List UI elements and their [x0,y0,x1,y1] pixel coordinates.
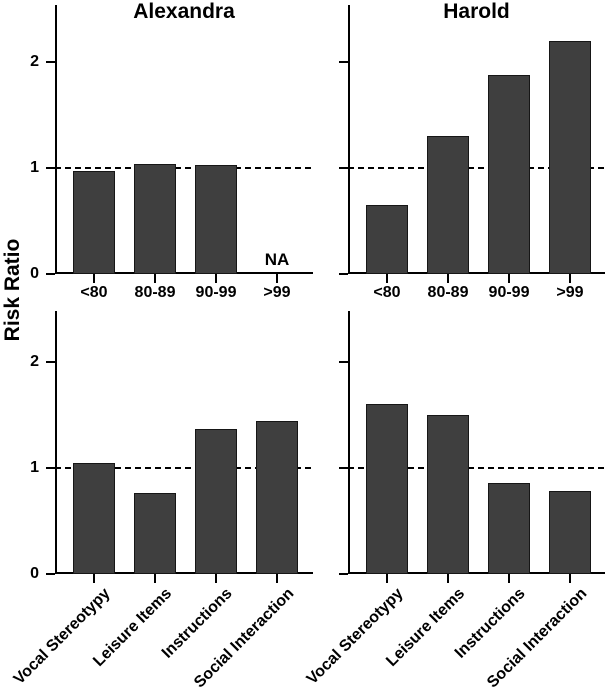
x-tick [508,574,510,583]
bar-harold-bottom-4 [549,491,591,574]
bar-alexandra-bottom-3 [195,429,237,574]
x-tick [569,274,571,283]
y-tick [46,573,55,575]
plot-area-harold-top [348,5,605,274]
bar-alexandra-bottom-1 [73,463,115,574]
bar-harold-top-1 [366,205,408,274]
y-tick [46,61,55,63]
panel-title-harold-top: Harold [443,0,510,23]
y-tick-label: 2 [30,353,39,370]
y-tick [339,61,348,63]
x-tick-label: Vocal Stereotypy [304,585,408,688]
bar-harold-bottom-2 [427,415,469,574]
y-tick [339,467,348,469]
y-tick-label: 0 [30,265,39,282]
y-tick-label: 2 [30,53,39,70]
x-tick [215,574,217,583]
x-tick-label: >99 [556,284,584,301]
y-tick [46,273,55,275]
y-tick-label: 1 [30,159,39,176]
plot-area-alexandra-top [55,5,313,274]
x-tick [386,274,388,283]
y-axis-label: Risk Ratio [1,238,24,342]
bar-alexandra-top-2 [134,164,176,274]
reference-line [348,167,605,169]
x-tick-label: Vocal Stereotypy [11,585,115,688]
x-tick [154,274,156,283]
y-tick-label: 1 [30,459,39,476]
panel-title-alexandra-top: Alexandra [133,0,235,23]
x-tick [386,574,388,583]
x-tick [215,274,217,283]
y-tick [339,273,348,275]
y-tick-label: 0 [30,565,39,582]
plot-area-harold-bottom [348,311,605,574]
x-tick-label: 80-89 [134,284,176,301]
reference-line [55,467,313,469]
x-tick [447,274,449,283]
bar-alexandra-bottom-4 [256,421,298,574]
reference-line [348,467,605,469]
x-tick [93,274,95,283]
x-tick-label: >99 [263,284,291,301]
plot-area-alexandra-bottom [55,311,313,574]
bar-harold-top-4 [549,41,591,274]
bar-alexandra-bottom-2 [134,493,176,574]
x-tick-label: 80-89 [427,284,469,301]
x-tick [508,274,510,283]
bar-harold-top-3 [488,75,530,274]
x-tick [276,274,278,283]
y-tick [339,573,348,575]
bar-harold-bottom-3 [488,483,530,574]
bar-harold-bottom-1 [366,404,408,574]
y-tick [339,361,348,363]
y-tick [46,467,55,469]
x-tick [154,574,156,583]
x-tick [447,574,449,583]
x-tick-label: <80 [373,284,401,301]
bar-harold-top-2 [427,136,469,274]
na-label: NA [264,250,290,269]
x-tick-label: <80 [80,284,108,301]
y-tick [46,167,55,169]
x-tick [569,574,571,583]
x-tick [276,574,278,583]
y-tick [339,167,348,169]
bar-alexandra-top-1 [73,171,115,274]
x-tick-label: 90-99 [195,284,237,301]
x-tick [93,574,95,583]
y-tick [46,361,55,363]
reference-line [55,167,313,169]
x-tick-label: 90-99 [488,284,530,301]
bar-alexandra-top-3 [195,165,237,274]
